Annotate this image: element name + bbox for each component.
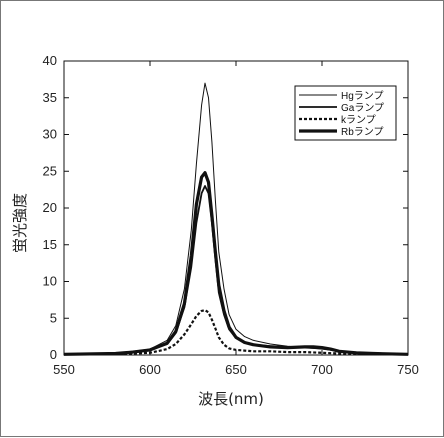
x-tick-label: 550 bbox=[53, 362, 75, 377]
y-tick-label: 0 bbox=[50, 347, 57, 362]
x-tick-label: 700 bbox=[311, 362, 333, 377]
series-group bbox=[63, 82, 409, 356]
y-tick-label: 15 bbox=[43, 237, 57, 252]
legend-label-2: Gaランプ bbox=[341, 102, 384, 114]
series-line-3 bbox=[63, 309, 408, 356]
legend-label-3: kランプ bbox=[341, 114, 376, 126]
y-tick-label: 20 bbox=[43, 200, 57, 215]
y-tick-label: 35 bbox=[43, 90, 57, 105]
y-tick-label: 5 bbox=[50, 310, 57, 325]
y-tick-label: 30 bbox=[43, 127, 57, 142]
legend-label-4: Rbランプ bbox=[341, 126, 383, 138]
x-tick-label: 750 bbox=[397, 362, 419, 377]
y-axis: 0 5 10 15 20 25 30 35 40 bbox=[43, 53, 408, 362]
series-line-4 bbox=[63, 171, 409, 356]
x-tick-label: 650 bbox=[225, 362, 247, 377]
y-tick-label: 10 bbox=[43, 274, 57, 289]
x-axis: 550 600 650 700 750 bbox=[53, 61, 419, 377]
legend-label-1: Hgランプ bbox=[341, 90, 383, 102]
y-tick-label: 40 bbox=[43, 53, 57, 68]
y-axis-label: 蛍光強度 bbox=[11, 193, 29, 253]
y-tick-label: 25 bbox=[43, 163, 57, 178]
x-axis-label: 波長(nm) bbox=[198, 390, 264, 408]
x-tick-label: 600 bbox=[139, 362, 161, 377]
